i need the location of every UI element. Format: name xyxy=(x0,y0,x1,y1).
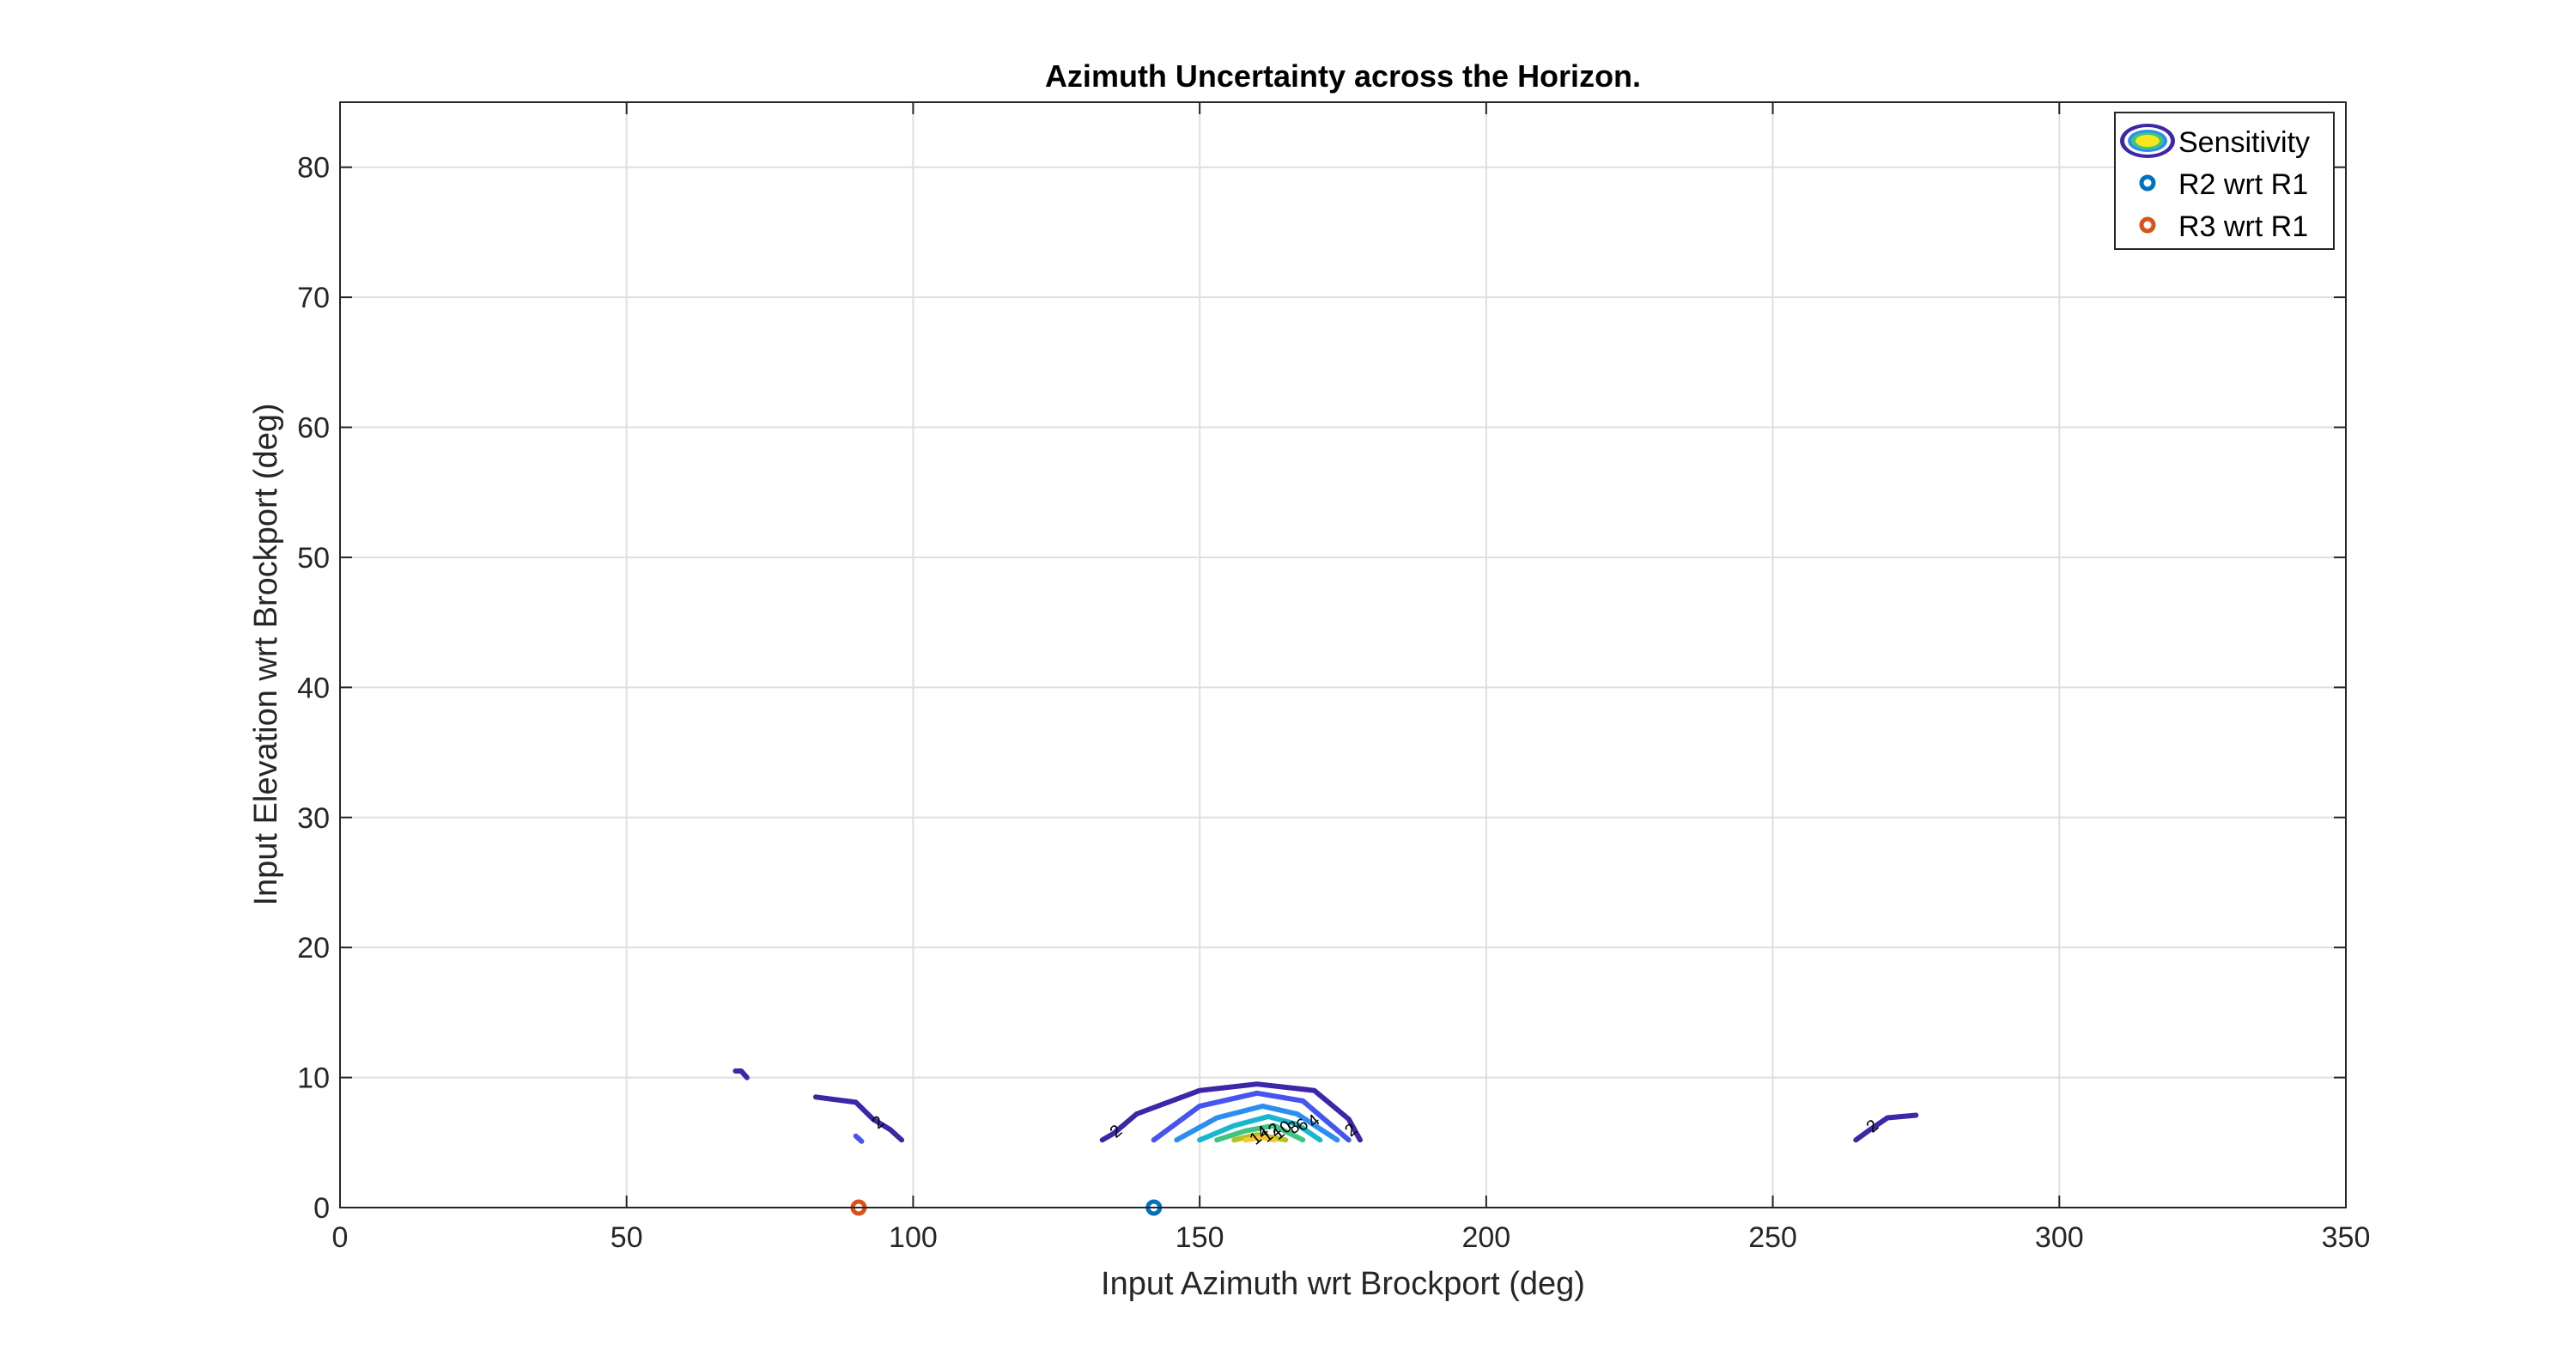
axis-ticks xyxy=(339,102,2347,1208)
contour-level-2 xyxy=(732,1068,750,1080)
y-tick-label: 50 xyxy=(297,542,330,575)
x-tick-label: 350 xyxy=(2322,1221,2371,1254)
x-tick-label: 0 xyxy=(332,1221,349,1254)
contour-level-2 xyxy=(1853,1112,1919,1143)
y-tick-label: 80 xyxy=(297,152,330,185)
x-tick-label: 250 xyxy=(1748,1221,1797,1254)
y-tick-label: 60 xyxy=(297,412,330,445)
legend-marker-r2 xyxy=(2139,174,2156,192)
contour-lines xyxy=(732,1068,1919,1144)
contour-level-10 xyxy=(1214,1123,1306,1143)
y-tick-label: 10 xyxy=(297,1062,330,1095)
y-tick-label: 20 xyxy=(297,932,330,965)
legend-label-r3: R3 wrt R1 xyxy=(2178,210,2308,243)
x-tick-label: 300 xyxy=(2035,1221,2084,1254)
legend: Sensitivity R2 wrt R1 R3 wrt R1 xyxy=(2114,112,2335,250)
y-tick-label: 40 xyxy=(297,672,330,704)
x-tick-label: 150 xyxy=(1176,1221,1224,1254)
legend-label-r2: R2 wrt R1 xyxy=(2178,168,2308,201)
y-tick-label: 70 xyxy=(297,282,330,314)
legend-sensitivity-swatch xyxy=(2120,124,2175,158)
contour-level-12 xyxy=(1231,1132,1289,1143)
contour-level-4 xyxy=(853,1133,865,1144)
contour-level-6 xyxy=(1174,1103,1340,1143)
x-tick-label: 200 xyxy=(1461,1221,1510,1254)
y-tick-labels: 0 10 20 30 40 50 60 70 80 xyxy=(297,152,330,1225)
x-tick-label: 100 xyxy=(889,1221,938,1254)
plot-area xyxy=(340,102,2346,1208)
legend-marker-r3 xyxy=(2139,216,2156,234)
x-tick-label: 50 xyxy=(611,1221,643,1254)
y-axis-label: Input Elevation wrt Brockport (deg) xyxy=(248,403,284,905)
contour-level-8 xyxy=(1197,1114,1323,1143)
contour-level-14 xyxy=(1242,1135,1277,1143)
contour-level-2 xyxy=(1099,1081,1363,1143)
x-axis-label: Input Azimuth wrt Brockport (deg) xyxy=(1101,1266,1585,1302)
plot-frame xyxy=(339,101,2347,1208)
legend-label-sensitivity: Sensitivity xyxy=(2178,126,2310,159)
y-tick-label: 0 xyxy=(313,1192,330,1225)
y-tick-label: 30 xyxy=(297,802,330,835)
contour-level-4 xyxy=(1151,1090,1352,1143)
x-tick-labels: 0 50 100 150 200 250 300 350 xyxy=(332,1221,2371,1254)
contour-level-2 xyxy=(813,1094,905,1143)
chart-title: Azimuth Uncertainty across the Horizon. xyxy=(1045,58,1641,94)
